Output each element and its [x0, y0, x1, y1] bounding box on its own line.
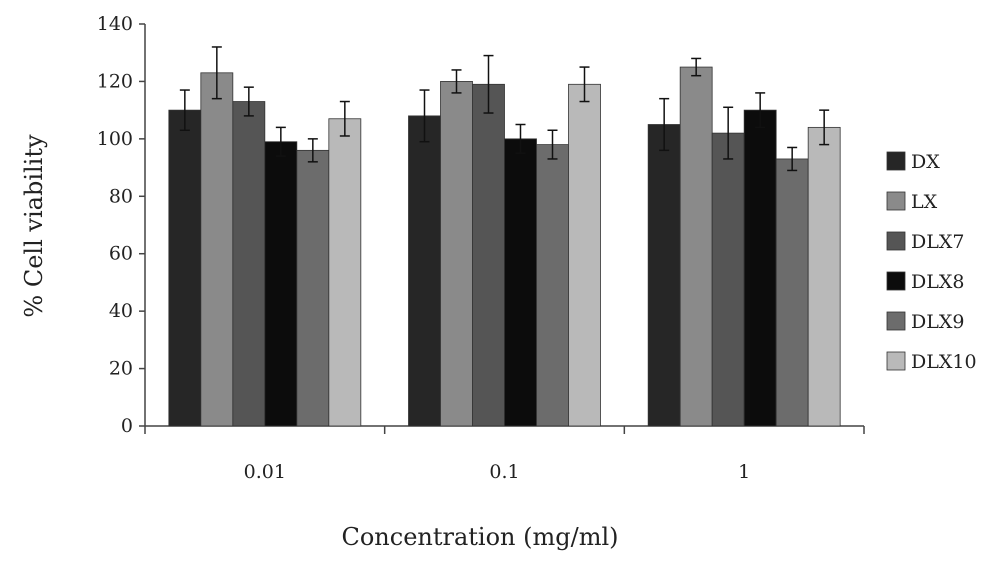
y-tick-label: 0	[121, 415, 133, 437]
legend-label: DLX9	[911, 311, 964, 333]
bar	[568, 83, 601, 427]
y-tick-label: 120	[97, 70, 133, 92]
bars	[168, 46, 841, 427]
bar	[408, 115, 441, 427]
legend-label: DLX10	[911, 351, 977, 373]
bar	[200, 72, 234, 427]
x-tick-label: 0.1	[489, 461, 519, 483]
y-tick-label: 60	[109, 243, 133, 265]
y-tick-label: 140	[97, 13, 133, 35]
bar	[264, 141, 298, 427]
bar	[504, 138, 537, 427]
legend-label: DX	[911, 151, 940, 173]
x-tick-label: 1	[738, 461, 750, 483]
legend-swatch	[886, 311, 906, 331]
bar	[647, 124, 681, 427]
bar	[711, 132, 745, 427]
y-axis-title-group: % Cell viability	[20, 134, 48, 318]
legend-swatch	[886, 231, 906, 251]
y-tick-label: 40	[109, 300, 133, 322]
y-tick-label: 20	[109, 358, 133, 380]
bar	[440, 81, 473, 427]
bar	[472, 83, 505, 427]
x-ticks: 0.01 0.1 1	[144, 426, 865, 483]
bar	[296, 149, 330, 427]
x-tick-label: 0.01	[244, 461, 286, 483]
y-tick-label: 80	[109, 185, 133, 207]
legend-label: DLX8	[911, 271, 964, 293]
legend-swatch	[886, 151, 906, 171]
bar	[679, 66, 713, 427]
bar	[168, 109, 202, 427]
bar	[328, 118, 362, 427]
legend-label: DLX7	[911, 231, 964, 253]
bar	[536, 144, 569, 427]
bar	[743, 109, 777, 427]
y-ticks: 0 20 40 60 80 100 120 140	[97, 13, 145, 437]
legend-swatch	[886, 351, 906, 371]
bar	[232, 101, 266, 427]
bar	[807, 126, 841, 427]
x-axis-title: Concentration (mg/ml)	[341, 523, 618, 551]
legend-label: LX	[911, 191, 938, 213]
bar	[775, 158, 809, 427]
legend-swatch	[886, 191, 906, 211]
legend-swatch	[886, 271, 906, 291]
y-tick-label: 100	[97, 128, 133, 150]
y-axis-title: % Cell viability	[20, 134, 48, 318]
legend: DX LX DLX7 DLX8 DLX9 DLX10	[886, 151, 977, 373]
